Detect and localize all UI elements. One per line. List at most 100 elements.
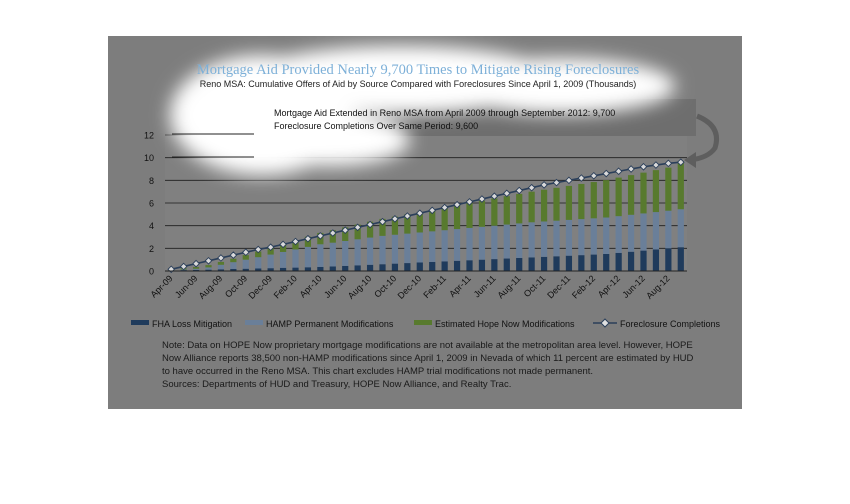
foreclosure-point bbox=[229, 251, 238, 259]
bar-fha-loss-mitigation bbox=[640, 250, 647, 271]
foreclosure-point bbox=[490, 192, 499, 201]
bar-hamp-permanent-modifications bbox=[329, 242, 336, 267]
x-tick-label: Aug-09 bbox=[197, 273, 225, 301]
foreclosure-point bbox=[652, 161, 660, 169]
bar-hamp-permanent-modifications bbox=[491, 225, 498, 260]
foreclosure-point bbox=[527, 183, 536, 192]
y-tick-label: 2 bbox=[149, 244, 154, 254]
bar-fha-loss-mitigation bbox=[429, 261, 436, 271]
foreclosure-point bbox=[589, 171, 598, 180]
bar-estimated-hope-now-modifications bbox=[603, 180, 610, 218]
bar-estimated-hope-now-modifications bbox=[590, 182, 597, 219]
foreclosure-point bbox=[552, 178, 561, 187]
bar-fha-loss-mitigation bbox=[478, 259, 486, 271]
bar-fha-loss-mitigation bbox=[553, 256, 560, 271]
foreclosure-line bbox=[167, 158, 685, 274]
x-tick-label: Aug-12 bbox=[644, 273, 672, 301]
bar-hamp-permanent-modifications bbox=[255, 257, 262, 269]
x-tick-label: Oct-11 bbox=[522, 273, 548, 299]
legend-swatch-hopenow bbox=[414, 320, 432, 325]
bar-hamp-permanent-modifications bbox=[516, 223, 523, 258]
bar-hamp-permanent-modifications bbox=[677, 209, 684, 248]
bar-hamp-permanent-modifications bbox=[640, 213, 647, 251]
chart-title: Mortgage Aid Provided Nearly 9,700 Times… bbox=[197, 62, 640, 78]
y-tick-label: 10 bbox=[144, 153, 154, 163]
bar-estimated-hope-now-modifications bbox=[404, 214, 411, 234]
x-tick-label: Aug-10 bbox=[346, 273, 374, 301]
bar-estimated-hope-now-modifications bbox=[466, 203, 473, 228]
bar-hamp-permanent-modifications bbox=[590, 218, 597, 255]
bar-fha-loss-mitigation bbox=[391, 263, 399, 271]
bar-fha-loss-mitigation bbox=[441, 261, 448, 271]
foreclosure-point bbox=[378, 217, 387, 226]
bar-hamp-permanent-modifications bbox=[528, 222, 535, 258]
bar-fha-loss-mitigation bbox=[453, 260, 461, 271]
bar-estimated-hope-now-modifications bbox=[516, 193, 523, 224]
foreclosure-point bbox=[366, 220, 374, 229]
note-line-2: Now Alliance reports 38,500 non-HAMP mod… bbox=[162, 353, 694, 364]
bar-hamp-permanent-modifications bbox=[292, 249, 299, 268]
bar-fha-loss-mitigation bbox=[416, 262, 423, 271]
bar-estimated-hope-now-modifications bbox=[441, 207, 448, 231]
bar-hamp-permanent-modifications bbox=[317, 244, 324, 267]
bar-estimated-hope-now-modifications bbox=[267, 247, 274, 255]
bar-fha-loss-mitigation bbox=[578, 255, 585, 271]
foreclosure-point bbox=[204, 256, 213, 265]
bar-fha-loss-mitigation bbox=[677, 247, 684, 271]
bar-fha-loss-mitigation bbox=[404, 263, 411, 271]
foreclosure-point bbox=[565, 176, 573, 185]
bar-estimated-hope-now-modifications bbox=[217, 261, 225, 265]
bar-estimated-hope-now-modifications bbox=[677, 161, 684, 210]
x-tick-label: Feb-11 bbox=[421, 273, 448, 300]
foreclosure-point bbox=[540, 181, 548, 189]
bar-fha-loss-mitigation bbox=[503, 258, 510, 271]
bar-estimated-hope-now-modifications bbox=[205, 265, 212, 268]
x-tick-label: Dec-11 bbox=[545, 273, 572, 300]
bar-estimated-hope-now-modifications bbox=[503, 196, 510, 225]
bar-fha-loss-mitigation bbox=[590, 254, 597, 271]
bar-fha-loss-mitigation bbox=[267, 268, 274, 271]
foreclosure-point bbox=[515, 186, 524, 195]
x-tick-label: Dec-09 bbox=[246, 273, 274, 301]
note-sources: Sources: Departments of HUD and Treasury… bbox=[162, 379, 512, 390]
x-tick-label: Aug-11 bbox=[496, 273, 523, 300]
bar-fha-loss-mitigation bbox=[366, 264, 374, 271]
annotation-line-1: Mortgage Aid Extended in Reno MSA from A… bbox=[274, 108, 615, 118]
x-tick-label: Apr-12 bbox=[596, 273, 622, 299]
bar-fha-loss-mitigation bbox=[665, 248, 672, 271]
bar-hamp-permanent-modifications bbox=[441, 230, 448, 262]
foreclosure-point bbox=[627, 165, 635, 173]
bar-fha-loss-mitigation bbox=[317, 266, 324, 271]
bar-fha-loss-mitigation bbox=[304, 267, 312, 271]
bar-hamp-permanent-modifications bbox=[540, 221, 548, 257]
x-tick-label: Jun-12 bbox=[620, 273, 647, 300]
foreclosure-point bbox=[291, 237, 300, 246]
bar-estimated-hope-now-modifications bbox=[553, 187, 560, 221]
foreclosure-point bbox=[266, 243, 275, 252]
bar-estimated-hope-now-modifications bbox=[192, 267, 200, 269]
foreclosure-point bbox=[676, 158, 685, 167]
foreclosure-point bbox=[353, 223, 362, 232]
bar-hamp-permanent-modifications bbox=[665, 210, 672, 249]
x-tick-label: Apr-09 bbox=[148, 273, 174, 299]
x-axis-ticks: Apr-09Jun-09Aug-09Oct-09Dec-09Feb-10Apr-… bbox=[148, 273, 671, 301]
foreclosure-point bbox=[465, 198, 474, 206]
bar-estimated-hope-now-modifications bbox=[565, 185, 573, 220]
bar-fha-loss-mitigation bbox=[217, 269, 225, 271]
bar-fha-loss-mitigation bbox=[603, 254, 610, 271]
foreclosure-point bbox=[428, 206, 437, 215]
bar-fha-loss-mitigation bbox=[279, 267, 287, 271]
legend-label-hopenow: Estimated Hope Now Modifications bbox=[435, 319, 575, 329]
bar-fha-loss-mitigation bbox=[354, 265, 361, 271]
bar-hamp-permanent-modifications bbox=[615, 216, 622, 253]
bar-hamp-permanent-modifications bbox=[192, 268, 200, 270]
foreclosure-point bbox=[602, 169, 611, 178]
bar-fha-loss-mitigation bbox=[292, 267, 299, 271]
foreclosure-point bbox=[279, 240, 287, 249]
bar-hamp-permanent-modifications bbox=[578, 219, 585, 256]
highlight-cloud bbox=[170, 46, 675, 175]
foreclosure-point bbox=[639, 162, 648, 171]
legend: FHA Loss Mitigation HAMP Permanent Modif… bbox=[131, 318, 721, 329]
bar-estimated-hope-now-modifications bbox=[652, 170, 660, 213]
bar-estimated-hope-now-modifications bbox=[540, 189, 548, 222]
